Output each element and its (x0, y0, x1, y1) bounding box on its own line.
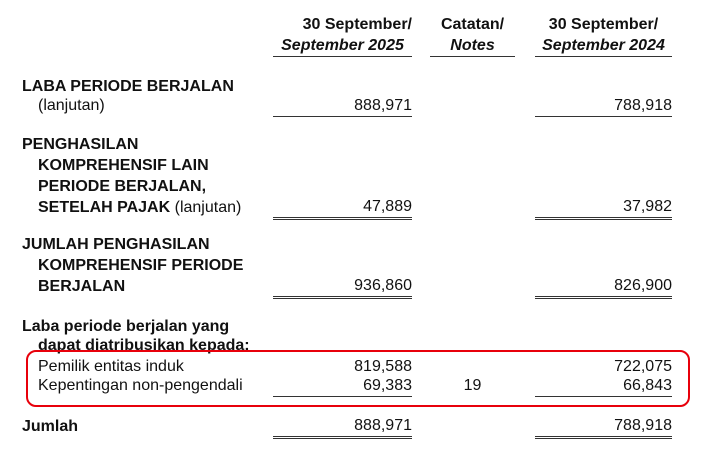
col-2024-header-line2: September 2024 (535, 36, 672, 57)
value-2024: 37,982 (535, 197, 672, 220)
value-2025: 47,889 (273, 197, 412, 220)
row-label: KOMPREHENSIF LAIN (38, 157, 209, 174)
row-label: KOMPREHENSIF PERIODE (38, 257, 244, 274)
value-2024: 66,843 (535, 376, 672, 397)
row-label: PERIODE BERJALAN, (38, 178, 207, 195)
total-2025: 888,971 (273, 416, 412, 439)
row-label: SETELAH PAJAK (38, 199, 171, 216)
notes-header-line1: Catatan/ (440, 16, 505, 33)
total-label: Jumlah (22, 418, 79, 435)
attribution-heading: Laba periode berjalan yang (22, 318, 230, 335)
value-2024: 722,075 (614, 358, 672, 375)
row-label: BERJALAN (38, 278, 126, 295)
attribution-label: Pemilik entitas induk (38, 358, 184, 375)
total-2024: 788,918 (535, 416, 672, 439)
value-2025: 936,860 (273, 276, 412, 299)
value-2024: 826,900 (535, 276, 672, 299)
value-2024: 788,918 (535, 96, 672, 117)
col-2025-header-line1: 30 September/ (302, 16, 412, 33)
highlight-box (26, 350, 690, 407)
value-2025: 888,971 (273, 96, 412, 117)
row-label: PENGHASILAN (22, 136, 139, 153)
note-ref: 19 (463, 377, 482, 394)
col-2024-header-line1: 30 September/ (548, 16, 659, 33)
attribution-heading: dapat diatribusikan kepada: (38, 337, 250, 354)
notes-header-line2: Notes (430, 36, 515, 57)
attribution-label: Kepentingan non-pengendali (38, 377, 243, 394)
value-2025: 69,383 (273, 376, 412, 397)
row-label: LABA PERIODE BERJALAN (22, 78, 234, 95)
value-2025: 819,588 (354, 358, 412, 375)
row-label-suffix: (lanjutan) (174, 199, 242, 216)
col-2025-header-line2: September 2025 (273, 36, 412, 57)
row-label-suffix: (lanjutan) (38, 97, 105, 114)
row-label: JUMLAH PENGHASILAN (22, 236, 210, 253)
